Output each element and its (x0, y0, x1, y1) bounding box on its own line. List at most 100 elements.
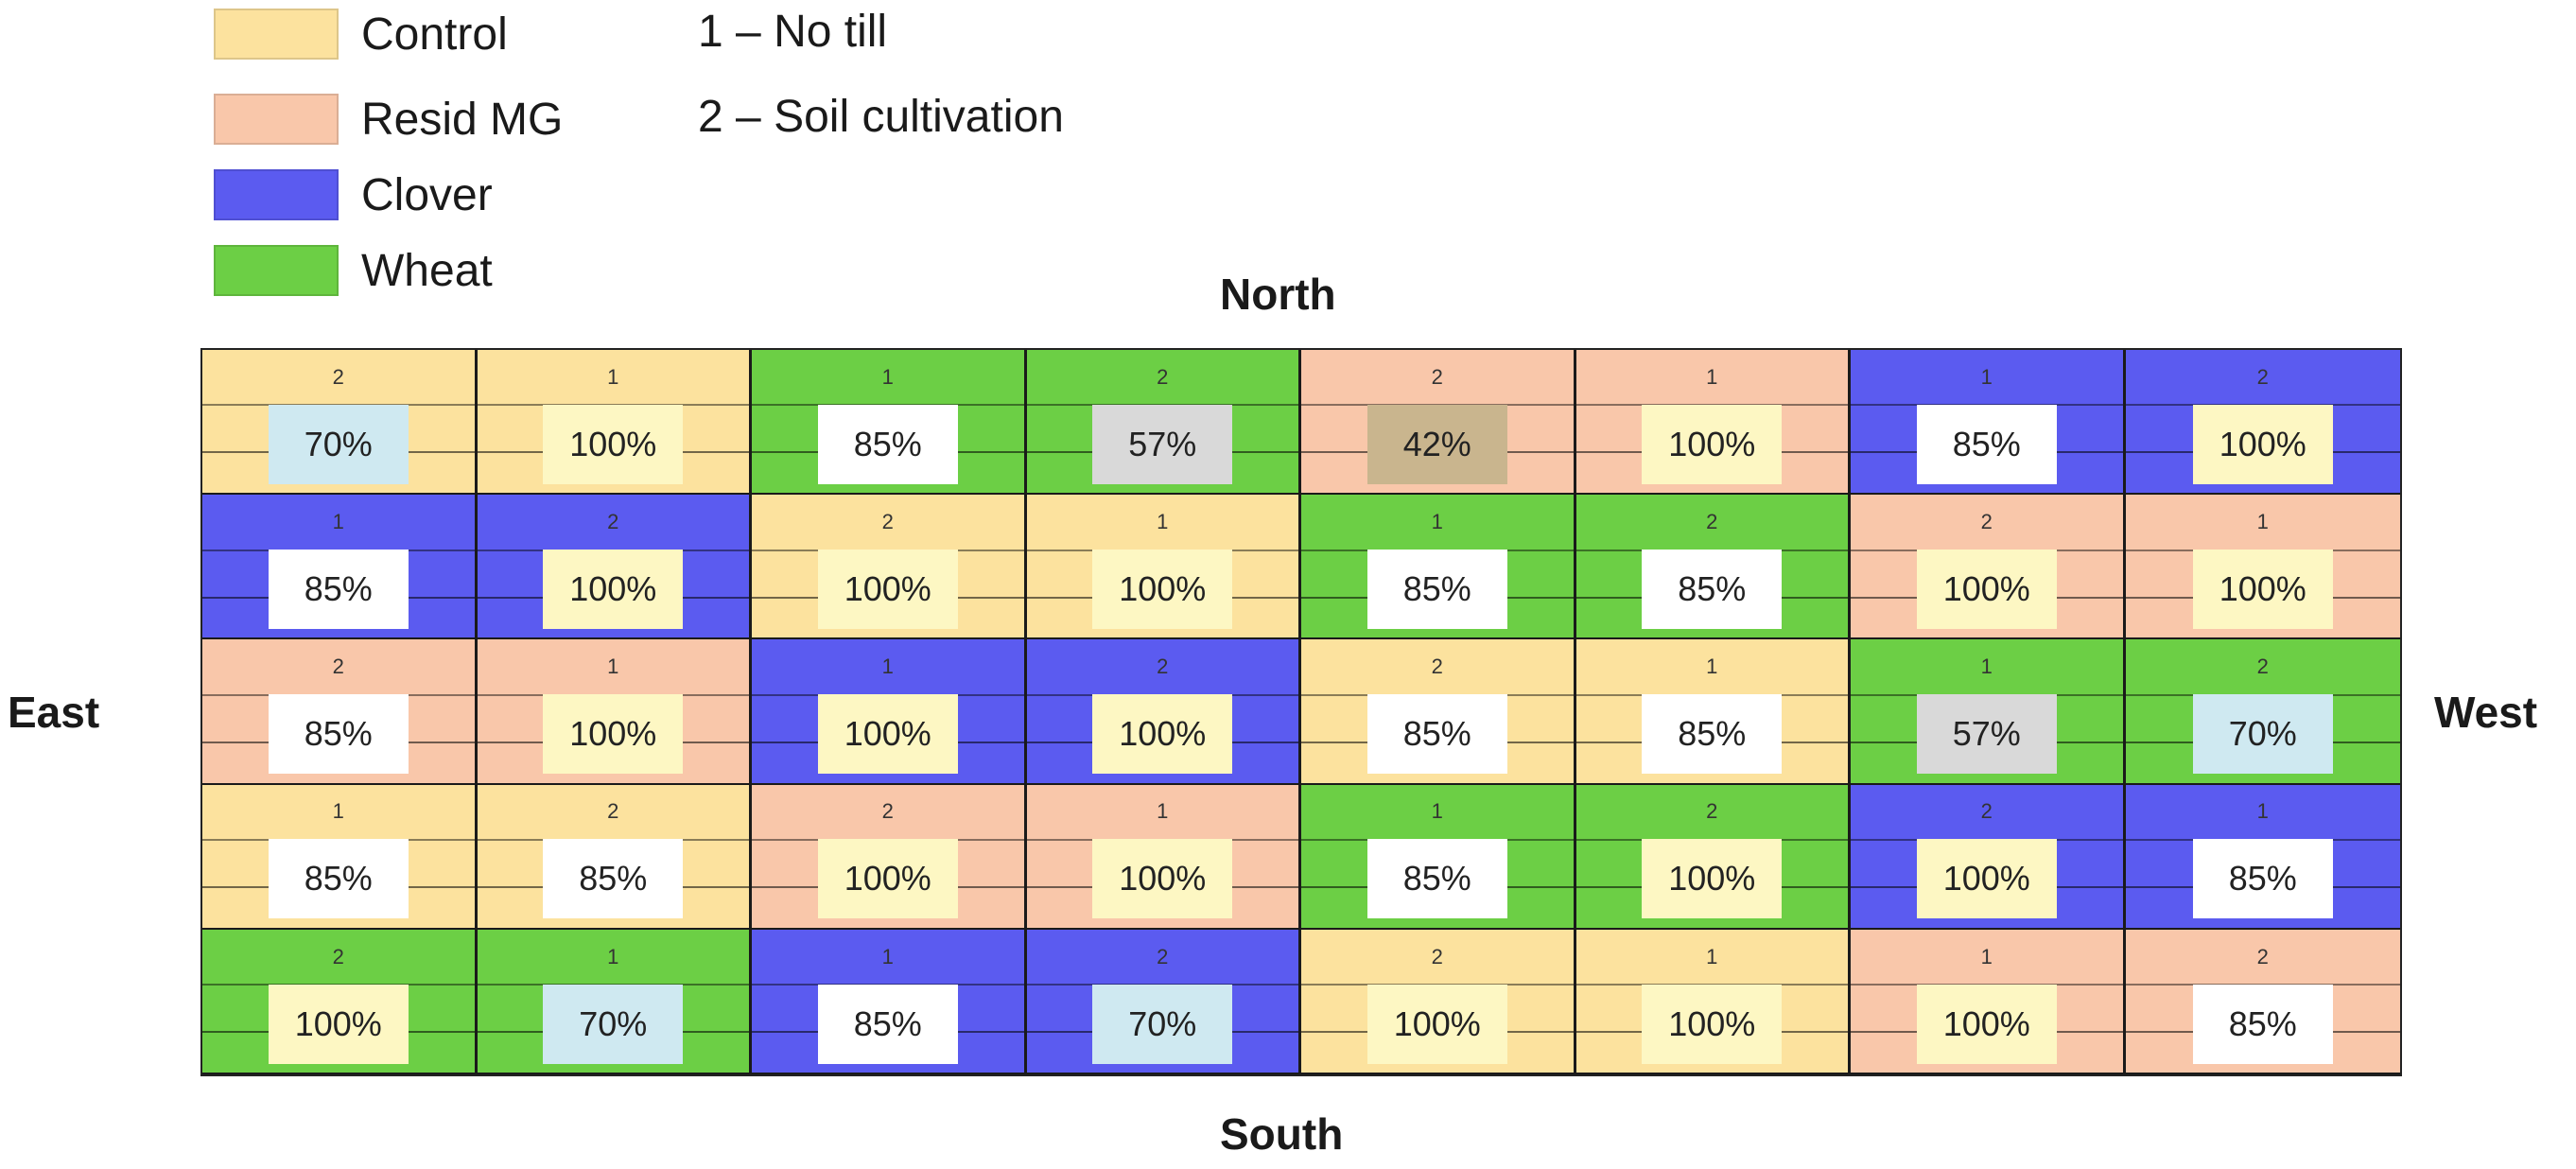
legend-label-clover: Clover (361, 169, 493, 220)
plot-value-box: 100% (2192, 549, 2333, 629)
plot-value-box: 70% (1092, 984, 1233, 1064)
legend-item-wheat: Wheat (214, 242, 493, 299)
plot-value-box: 57% (1092, 404, 1233, 484)
plot-cell: 1 85% (752, 350, 1027, 496)
plot-cell: 1 85% (202, 784, 478, 930)
plot-cell: 1 100% (2125, 495, 2400, 640)
plot-value-box: 100% (1092, 839, 1233, 919)
plot-value-box: 70% (543, 984, 684, 1064)
plot-value-box: 42% (1366, 404, 1507, 484)
plot-cell: 2 100% (752, 784, 1027, 930)
legend-item-resid-mg: Resid MG (214, 91, 563, 148)
plot-till-label: 1 (1026, 495, 1298, 551)
plot-till-label: 2 (1851, 495, 2123, 551)
plot-value-box: 100% (2192, 404, 2333, 484)
plot-cell: 1 100% (1026, 784, 1301, 930)
plot-cell: 1 100% (1575, 350, 1851, 496)
plot-till-label: 1 (1575, 350, 1848, 407)
plot-value-box: 100% (1092, 694, 1233, 775)
plot-till-label: 1 (202, 495, 475, 551)
plot-till-label: 2 (1301, 930, 1574, 986)
plot-value-box: 85% (817, 404, 958, 484)
plot-value-box: 100% (543, 404, 684, 484)
plot-cell: 2 100% (752, 495, 1027, 640)
note-no-till: 1 – No till (698, 7, 888, 57)
plot-value-box: 85% (1366, 839, 1507, 919)
plot-value-box: 70% (268, 404, 409, 484)
plot-till-label: 2 (1026, 350, 1298, 407)
plot-cell: 1 100% (1575, 929, 1851, 1074)
plot-till-label: 1 (1575, 639, 1848, 696)
plot-till-label: 2 (1575, 495, 1848, 551)
plot-cell: 2 85% (202, 639, 478, 785)
label-west: West (2434, 688, 2538, 737)
legend-swatch-wheat (214, 245, 339, 296)
legend-label-wheat: Wheat (361, 245, 493, 296)
plot-cell: 2 100% (477, 495, 752, 640)
plot-till-label: 1 (202, 785, 475, 842)
label-north: North (1220, 270, 1336, 319)
plot-cell: 2 70% (2125, 639, 2400, 785)
plot-value-box: 85% (268, 694, 409, 775)
legend-item-clover: Clover (214, 166, 493, 223)
plot-cell: 1 100% (1851, 929, 2126, 1074)
plot-cell: 2 42% (1301, 350, 1576, 496)
plot-till-label: 2 (2125, 930, 2400, 986)
plot-value-box: 100% (1642, 404, 1783, 484)
plot-till-label: 1 (752, 639, 1024, 696)
plot-till-label: 2 (1026, 930, 1298, 986)
plot-till-label: 1 (477, 639, 749, 696)
plot-till-label: 1 (1301, 785, 1574, 842)
plot-cell: 1 100% (477, 639, 752, 785)
plot-value-box: 100% (817, 549, 958, 629)
plot-till-label: 2 (1851, 785, 2123, 842)
note-soil-cultivation: 2 – Soil cultivation (698, 92, 1064, 142)
plot-cell: 2 70% (1026, 929, 1301, 1074)
plot-cell: 1 100% (1026, 495, 1301, 640)
plot-till-label: 1 (1851, 639, 2123, 696)
plot-value-box: 100% (1092, 549, 1233, 629)
plot-till-label: 2 (752, 495, 1024, 551)
plot-value-box: 100% (1916, 839, 2057, 919)
plot-cell: 1 57% (1851, 639, 2126, 785)
plot-till-label: 2 (202, 350, 475, 407)
plot-value-box: 85% (1916, 404, 2057, 484)
plot-cell: 2 57% (1026, 350, 1301, 496)
plot-value-box: 85% (2192, 984, 2333, 1064)
plot-grid: 2 70% 1 100% 1 85% 2 57% 2 42% 1 100% 1 85% 2 100% 1 85% 2… (200, 348, 2402, 1076)
plot-cell: 2 70% (202, 350, 478, 496)
plot-cell: 1 100% (752, 639, 1027, 785)
plot-value-box: 100% (543, 694, 684, 775)
legend-swatch-clover (214, 169, 339, 220)
plot-cell: 1 85% (1301, 784, 1576, 930)
plot-cell: 2 85% (1301, 639, 1576, 785)
plot-value-box: 100% (817, 839, 958, 919)
plot-value-box: 85% (268, 549, 409, 629)
plot-value-box: 100% (817, 694, 958, 775)
plot-till-label: 2 (2125, 350, 2400, 407)
legend-swatch-resid-mg (214, 94, 339, 145)
plot-till-label: 1 (2125, 785, 2400, 842)
plot-cell: 2 100% (1851, 495, 2126, 640)
plot-till-label: 2 (752, 785, 1024, 842)
plot-value-box: 100% (543, 549, 684, 629)
plot-value-box: 100% (1366, 984, 1507, 1064)
plot-cell: 2 85% (1575, 495, 1851, 640)
plot-cell: 1 85% (1301, 495, 1576, 640)
plot-till-label: 1 (752, 350, 1024, 407)
plot-value-box: 100% (268, 984, 409, 1064)
plot-cell: 2 100% (2125, 350, 2400, 496)
plot-till-label: 2 (202, 930, 475, 986)
plot-cell: 2 100% (202, 929, 478, 1074)
legend-label-control: Control (361, 9, 508, 60)
plot-till-label: 1 (477, 350, 749, 407)
plot-cell: 2 85% (2125, 929, 2400, 1074)
plot-cell: 1 85% (2125, 784, 2400, 930)
plot-till-label: 1 (752, 930, 1024, 986)
plot-cell: 1 85% (752, 929, 1027, 1074)
plot-value-box: 100% (1916, 549, 2057, 629)
plot-value-box: 100% (1642, 839, 1783, 919)
plot-till-label: 1 (1575, 930, 1848, 986)
plot-value-box: 85% (1642, 694, 1783, 775)
plot-till-label: 2 (1301, 350, 1574, 407)
